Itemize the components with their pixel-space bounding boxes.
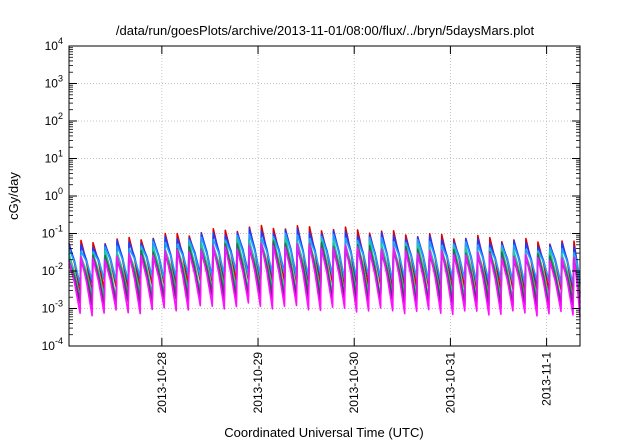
data-series — [68, 224, 581, 317]
series-line — [68, 232, 581, 285]
x-axis-label: Coordinated Universal Time (UTC) — [224, 425, 423, 440]
x-tick-label: 2013-11-1 — [540, 352, 554, 406]
y-tick-label: 104 — [45, 36, 63, 53]
y-tick-label: 101 — [45, 149, 63, 166]
y-tick-label: 102 — [45, 111, 63, 128]
y-axis: 10-4 10-3 10-2 10-1 100 101 102 103 104 — [42, 36, 580, 353]
chart-title: /data/run/goesPlots/archive/2013-11-01/0… — [116, 23, 535, 38]
y-tick-label: 10-1 — [42, 224, 63, 241]
series-line — [68, 236, 581, 302]
x-tick-label: 2013-10-28 — [155, 352, 169, 414]
x-tick-label: 2013-10-30 — [347, 352, 361, 414]
y-tick-label: 100 — [45, 186, 63, 203]
y-tick-label: 10-4 — [42, 336, 63, 353]
x-axis: 2013-10-28 2013-10-29 2013-10-30 2013-10-31… — [155, 46, 554, 413]
y-axis-label: cGy/day — [6, 172, 21, 220]
x-tick-label: 2013-10-31 — [443, 352, 457, 414]
y-tick-label: 10-3 — [42, 299, 63, 316]
grid — [69, 46, 580, 346]
x-tick-label: 2013-10-29 — [251, 352, 265, 414]
series-line — [68, 242, 581, 317]
y-tick-label: 10-2 — [42, 261, 63, 278]
y-tick-label: 103 — [45, 74, 63, 91]
